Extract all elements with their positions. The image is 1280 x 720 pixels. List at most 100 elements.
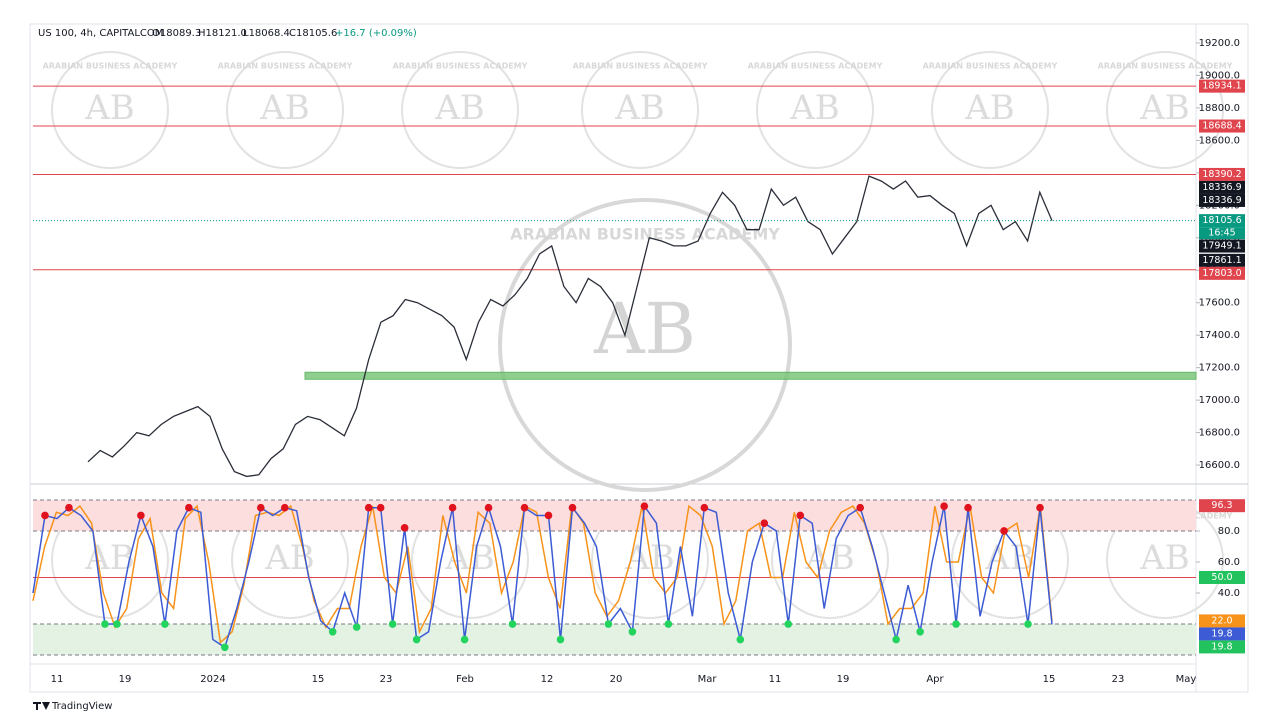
x-tick-label: 20 [610, 674, 623, 685]
watermark-name: ARABIAN BUSINESS ACADEMY [510, 225, 780, 244]
watermark-initials: AB [964, 88, 1015, 128]
watermark-name: ARABIAN BUSINESS ACADEMY [43, 62, 178, 71]
watermark-initials: AB [984, 538, 1035, 578]
y-tick-label: 16600.0 [1199, 460, 1240, 471]
price-badge-sub: 16:45 [1208, 228, 1235, 239]
watermark-initials: AB [1139, 538, 1190, 578]
price-badge-bg [1199, 167, 1245, 181]
watermark-name: ARABIAN BUSINESS ACADEMY [748, 62, 883, 71]
watermark-initials: AB [264, 538, 315, 578]
overbought-dot [364, 503, 373, 512]
value-badge-bg [1199, 640, 1245, 654]
value-badge: 22.0 [1211, 615, 1232, 626]
change: +16.7 (+0.09%) [335, 28, 417, 39]
plot: 11 19 2024 15 23 Feb 12 20 Mar 11 19 Apr 15 23 May 1660… [32, 38, 1245, 685]
price-badge: 18390.2 [1202, 169, 1241, 180]
x-tick-label: 23 [380, 674, 393, 685]
oversold-dot [628, 627, 637, 636]
watermark-initials: AB [259, 88, 310, 128]
value-badge: 96.3 [1211, 500, 1232, 511]
oversold-dot [161, 620, 169, 628]
overbought-dot [544, 511, 553, 520]
y-tick-label: 80.0 [1218, 526, 1240, 537]
overbought-dot [448, 503, 457, 512]
price-badge-bg [1199, 79, 1245, 93]
value-badge: 19.8 [1211, 641, 1232, 652]
zone-band [33, 499, 1196, 531]
symbol: US 100, 4h, CAPITALCOM [38, 28, 163, 39]
watermark-name: ARABIAN BUSINESS ACADEMY [923, 62, 1058, 71]
watermark-ring [401, 51, 519, 169]
low: L18068.4 [243, 28, 290, 39]
price-badge: 18688.4 [1202, 121, 1241, 132]
value-badge: 50.0 [1211, 572, 1232, 583]
y-tick-label: 60.0 [1218, 557, 1240, 568]
price-badge-bg [1199, 227, 1245, 240]
value-badge-bg [1199, 614, 1245, 628]
price-badge: 18336.9 [1202, 182, 1241, 193]
overbought-dot [137, 511, 145, 520]
watermark-ring [51, 51, 169, 169]
x-tick-label: 23 [1112, 674, 1125, 685]
price-badge: 18934.1 [1202, 81, 1241, 92]
watermark-initials: AB [593, 288, 696, 370]
oversold-dot [221, 643, 229, 652]
value-badge-bg [1199, 627, 1245, 641]
overbought-dot [700, 503, 709, 512]
y-tick-label: 17400.0 [1199, 330, 1240, 341]
overbought-dot [256, 503, 265, 512]
oversold-dot [604, 620, 613, 628]
y-tick-label: 18600.0 [1199, 135, 1240, 146]
price-badge-bg [1199, 119, 1245, 133]
overbought-dot [376, 503, 385, 512]
overbought-dot [568, 503, 577, 512]
watermark-name: ARABIAN BUSINESS ACADEMY [1098, 62, 1233, 71]
oversold-dot [736, 635, 745, 644]
x-tick-label: 15 [1043, 674, 1056, 685]
price-badge: 18336.9 [1202, 195, 1241, 206]
overbought-dot [940, 502, 948, 510]
watermark-initials: AB [789, 88, 840, 128]
price-line [87, 175, 1053, 478]
oversold-dot [460, 635, 469, 644]
x-tick-label: Mar [698, 674, 718, 685]
overbought-dot [520, 503, 529, 512]
price-badge-bg [1199, 253, 1245, 267]
value-badge: 19.8 [1211, 628, 1232, 639]
y-tick-label: 17600.0 [1199, 298, 1240, 309]
overbought-dot [1036, 503, 1044, 512]
price-badge: 17803.0 [1202, 268, 1241, 279]
zone-band [33, 624, 1196, 656]
overbought-dot [760, 519, 769, 528]
y-tick-label: 19200.0 [1199, 38, 1240, 49]
overbought-dot [280, 503, 289, 512]
watermark-initials: AB [1139, 88, 1190, 128]
support-zone [304, 371, 1197, 380]
y-tick-label: 18800.0 [1199, 103, 1240, 114]
x-tick-label: 2024 [200, 674, 225, 685]
overbought-dot [796, 511, 805, 520]
watermark-ring [498, 198, 792, 492]
overbought-dot [1000, 527, 1008, 535]
overbought-dot [65, 503, 73, 512]
watermark-ring [226, 51, 344, 169]
x-tick-label: Apr [926, 674, 944, 685]
value-badge-bg [1199, 499, 1245, 513]
watermark-initials: AB [624, 538, 675, 578]
price-badge-bg [1199, 193, 1245, 207]
price-badge-bg [1199, 214, 1245, 228]
overbought-dot [964, 503, 972, 512]
watermark-ring [931, 51, 1049, 169]
oversold-dot [892, 635, 900, 644]
x-tick-label: 19 [119, 674, 132, 685]
value-badge-bg [1199, 570, 1245, 584]
price-badge-bg [1199, 239, 1245, 253]
watermark-initials: AB [614, 88, 665, 128]
overbought-dot [185, 503, 193, 512]
y-tick-label: 17200.0 [1199, 363, 1240, 374]
y-tick-label: 16800.0 [1199, 428, 1240, 439]
oversold-dot [412, 635, 421, 644]
